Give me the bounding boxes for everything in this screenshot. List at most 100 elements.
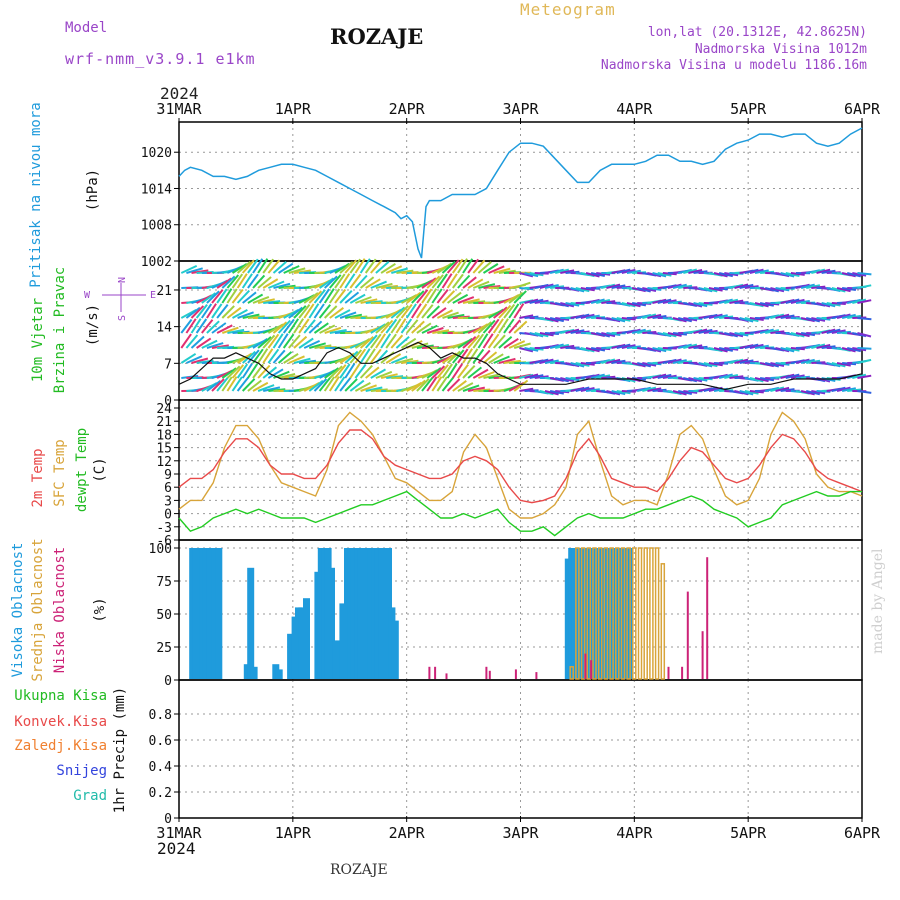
wind-barb — [416, 289, 429, 304]
wind-barb — [606, 358, 621, 364]
wind-barb — [308, 379, 324, 392]
wind-barb — [718, 272, 734, 278]
wind-barb — [554, 377, 570, 383]
wind-barb — [196, 337, 212, 349]
wind-barb — [252, 381, 269, 392]
wind-barb — [216, 277, 232, 289]
wind-barb — [513, 320, 528, 334]
y-tick-label: 21 — [156, 415, 172, 430]
wind-barb — [729, 332, 744, 338]
wind-barb — [451, 363, 464, 379]
wind-barb — [647, 272, 662, 278]
wind-barb — [785, 347, 800, 352]
cloud-mid-label: Srednja Oblacnost — [30, 538, 46, 681]
wind-barb — [790, 332, 805, 338]
wind-barb — [391, 267, 408, 274]
wind-barb — [595, 299, 611, 304]
wind-barb — [329, 306, 344, 319]
wind-barb — [242, 291, 257, 304]
wind-barb — [734, 358, 749, 364]
wind-barb — [826, 302, 841, 307]
wind-barb — [775, 347, 790, 353]
wind-barb — [611, 390, 626, 396]
wind-barb — [642, 313, 657, 319]
wind-barb — [226, 274, 240, 289]
wind-barb — [237, 311, 254, 319]
wind-barb — [442, 311, 459, 319]
wind-barb — [416, 378, 430, 392]
wind-barb — [190, 305, 205, 319]
wind-barb — [852, 272, 867, 277]
y-tick-label: 6 — [164, 481, 172, 496]
wind-barb — [216, 288, 228, 304]
cloud-high-bar — [332, 640, 340, 679]
wind-barb — [277, 319, 291, 334]
cloud-low-bar — [535, 672, 538, 679]
wind-barb — [816, 268, 831, 274]
wind-barb — [303, 319, 316, 334]
wind-barb — [539, 283, 554, 289]
wind-barb — [272, 321, 288, 334]
wind-barb — [180, 318, 193, 334]
wind-barb — [267, 333, 280, 349]
wind-barb — [519, 314, 534, 319]
wind-barb — [672, 283, 687, 289]
wind-barb — [529, 298, 544, 304]
wind-barb — [349, 379, 365, 392]
wind-barb — [324, 326, 342, 334]
wind-barb — [241, 378, 256, 392]
wind-barb — [841, 272, 856, 278]
wind-barb — [729, 299, 744, 304]
wind-barb — [354, 337, 371, 349]
wind-barb — [616, 390, 631, 395]
wind-barb — [549, 317, 565, 323]
wind-barb — [339, 311, 357, 319]
wind-barb — [836, 287, 851, 293]
wind-barb — [236, 376, 249, 392]
wind-barb — [544, 284, 559, 289]
wind-barb — [221, 376, 233, 392]
wind-barb — [524, 298, 539, 304]
wind-barb — [421, 304, 434, 319]
cloud-mid-bar — [580, 547, 586, 680]
wind-barb — [426, 305, 441, 319]
wind-barb — [431, 376, 443, 392]
cloud-mid-bar — [637, 547, 643, 680]
wind-barb — [446, 291, 462, 304]
wind-barb — [268, 280, 285, 289]
wind-barb — [201, 339, 218, 349]
wind-barb — [811, 268, 826, 274]
wind-barb — [370, 259, 383, 274]
wind-barb — [375, 282, 393, 289]
panel-frame — [178, 679, 863, 819]
cloud-low-bar — [667, 666, 670, 679]
wind-barb — [688, 344, 703, 349]
wind-barb — [339, 290, 353, 304]
wind-barb — [554, 302, 570, 308]
wind-barb — [405, 303, 417, 319]
wind-barb — [416, 344, 434, 349]
wind-barb — [457, 274, 471, 289]
wind-barb — [380, 262, 396, 274]
wind-barb — [570, 362, 585, 368]
wind-barb — [601, 332, 616, 338]
wind-barb — [364, 258, 377, 274]
wind-barb — [364, 348, 376, 364]
wind-barb — [370, 280, 387, 289]
wind-barb — [821, 328, 836, 334]
wind-barb — [590, 298, 605, 304]
wind-barb — [432, 329, 450, 334]
wind-barb — [267, 368, 284, 379]
wind-barb — [498, 335, 513, 349]
wind-barb — [309, 342, 326, 349]
wind-barb — [395, 318, 407, 334]
cloud-high-bar — [275, 669, 283, 679]
wind-barb — [359, 258, 371, 274]
y-tick-label: -3 — [156, 521, 172, 536]
wind-barb — [529, 272, 544, 277]
wind-barb — [703, 313, 718, 319]
wind-barb — [278, 262, 294, 274]
wind-barb — [611, 343, 626, 349]
wind-barb — [703, 287, 718, 293]
wind-barb — [590, 373, 605, 379]
